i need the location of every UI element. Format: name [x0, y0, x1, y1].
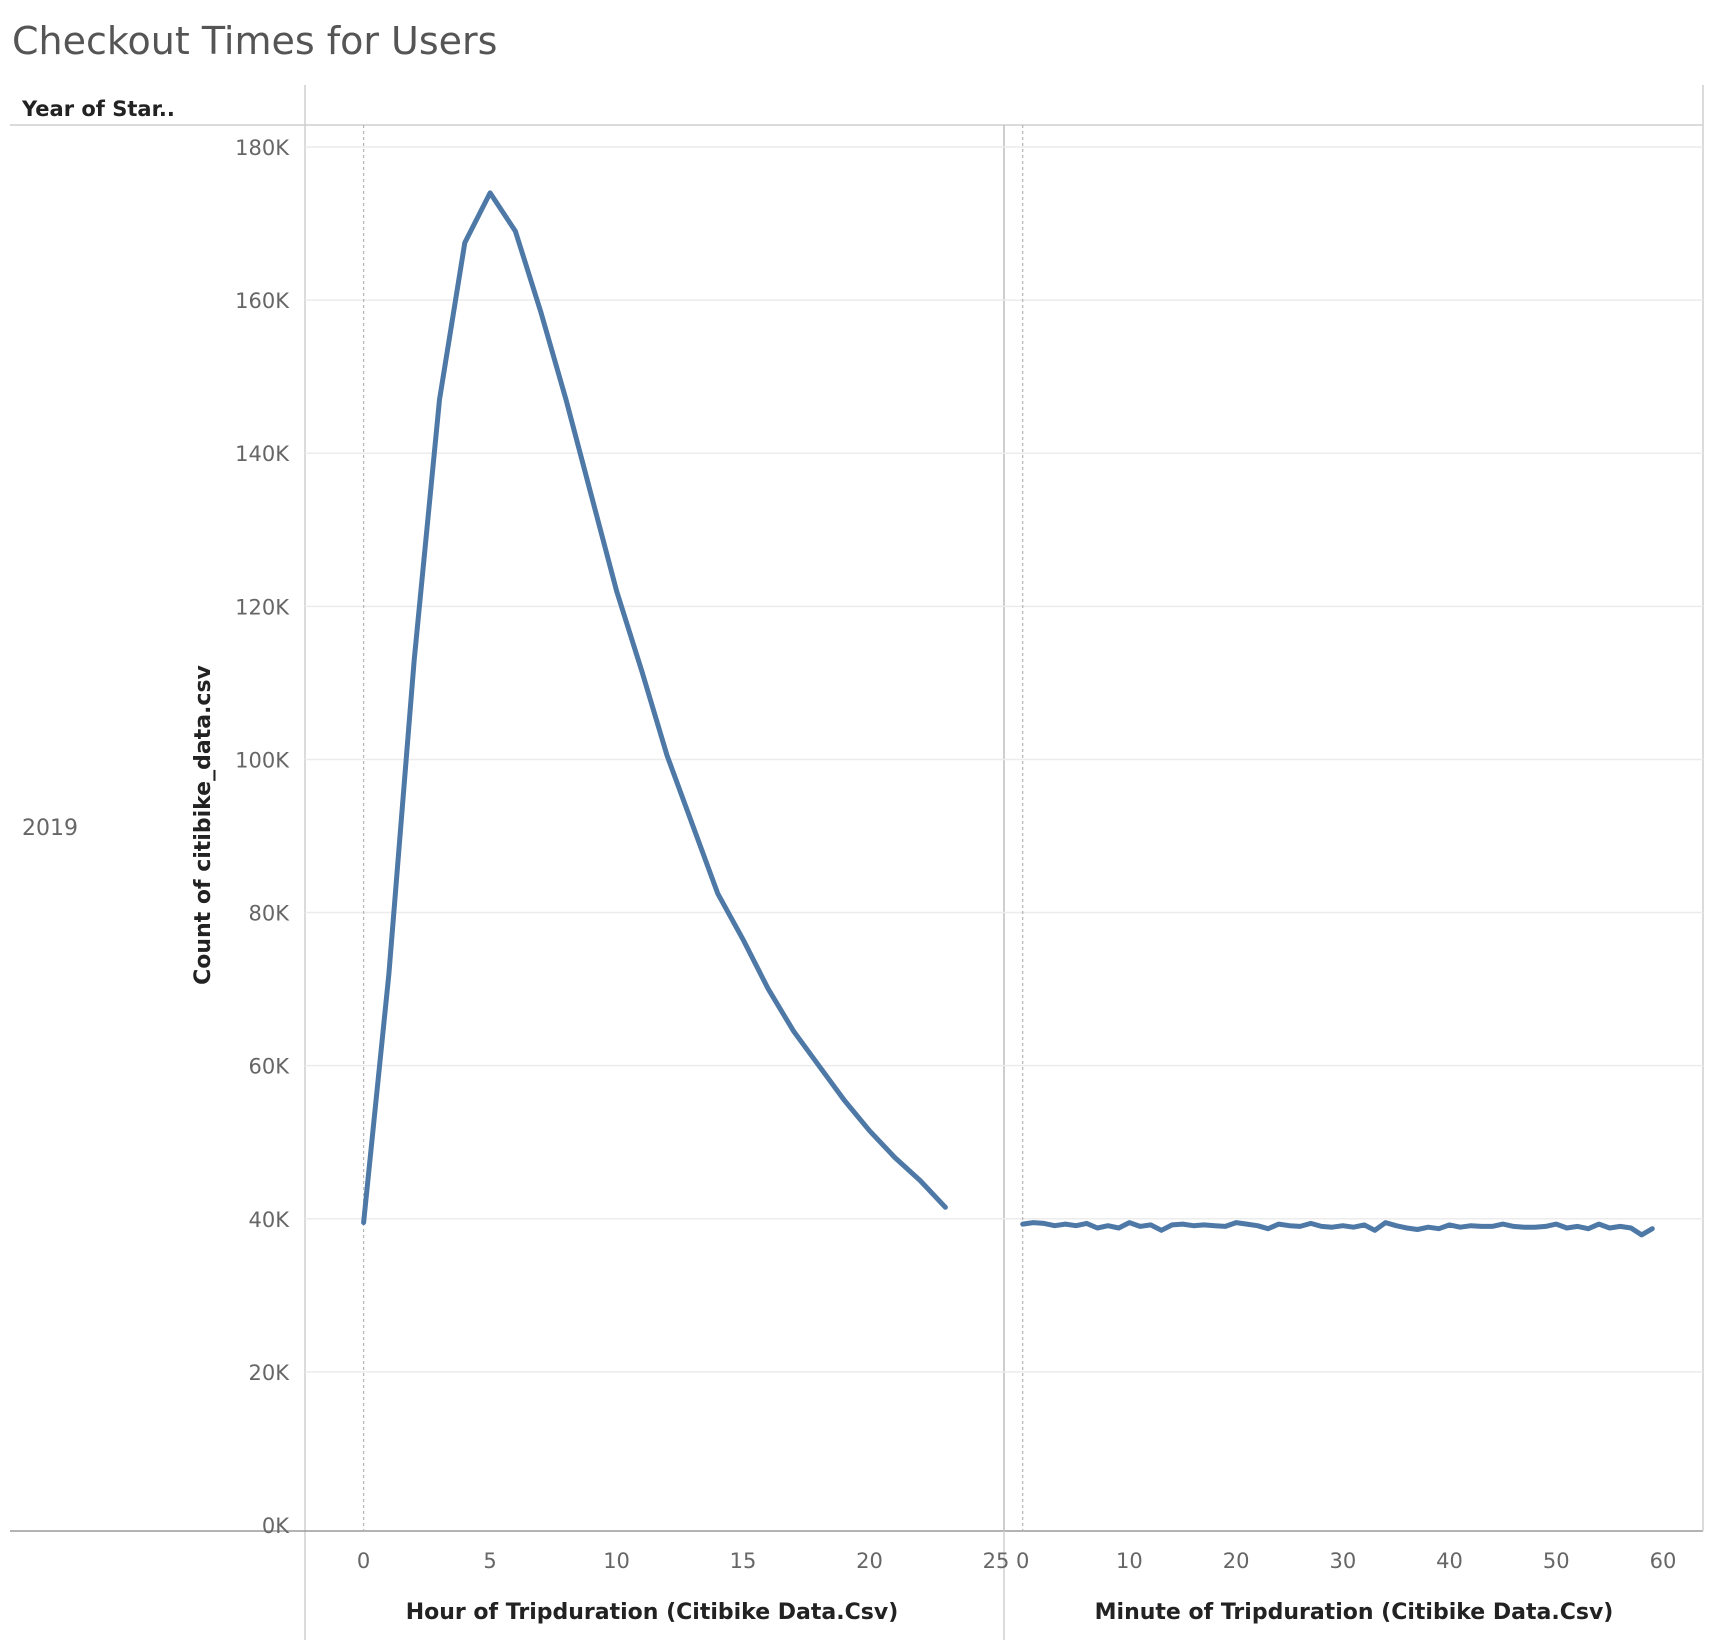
y-tick-label: 100K: [235, 748, 290, 772]
x-axis-title-hour: Hour of Tripduration (Citibike Data.Csv): [406, 1600, 899, 1625]
x-axis-title-minute: Minute of Tripduration (Citibike Data.Cs…: [1095, 1600, 1614, 1625]
series-line-hour: [361, 190, 948, 1226]
x-tick-label: 20: [856, 1549, 883, 1573]
x-tick-label: 25: [983, 1549, 1010, 1573]
y-tick-label: 20K: [249, 1361, 291, 1385]
y-axis-ticks: 0K 20K 40K 60K 80K 100K 120K 140K 160K 180K: [235, 136, 290, 1538]
y-tick-label: 180K: [235, 136, 290, 160]
x-tick-label: 40: [1436, 1549, 1463, 1573]
x-tick-label: 10: [603, 1549, 630, 1573]
y-tick-label: 160K: [235, 289, 290, 313]
x-tick-label: 10: [1116, 1549, 1143, 1573]
series-lines: [361, 190, 1655, 1238]
y-tick-label: 80K: [249, 902, 291, 926]
x-tick-label: 30: [1329, 1549, 1356, 1573]
x-tick-label: 15: [730, 1549, 757, 1573]
x-tick-label: 20: [1223, 1549, 1250, 1573]
x-axis-ticks: 0 5 10 15 20 25 0 10 20 30 40 50 60: [357, 1549, 1676, 1573]
x-tick-label: 50: [1543, 1549, 1570, 1573]
zero-lines: [362, 125, 1024, 1531]
chart-title: Checkout Times for Users: [12, 19, 497, 63]
x-tick-label: 0: [357, 1549, 370, 1573]
y-tick-label: 0K: [262, 1514, 290, 1538]
y-tick-label: 40K: [249, 1208, 291, 1232]
y-tick-label: 140K: [235, 442, 290, 466]
y-tick-label: 120K: [235, 595, 290, 619]
x-tick-label: 5: [483, 1549, 496, 1573]
x-tick-label: 0: [1016, 1549, 1029, 1573]
chart-frame: [10, 85, 1704, 1640]
row-header: Year of Star..: [21, 97, 175, 121]
y-tick-label: 60K: [249, 1055, 291, 1079]
y-axis-title: Count of citibike_data.csv: [191, 664, 216, 984]
x-tick-label: 60: [1650, 1549, 1677, 1573]
row-label-year: 2019: [22, 816, 78, 841]
series-line-minute: [1020, 1220, 1655, 1238]
